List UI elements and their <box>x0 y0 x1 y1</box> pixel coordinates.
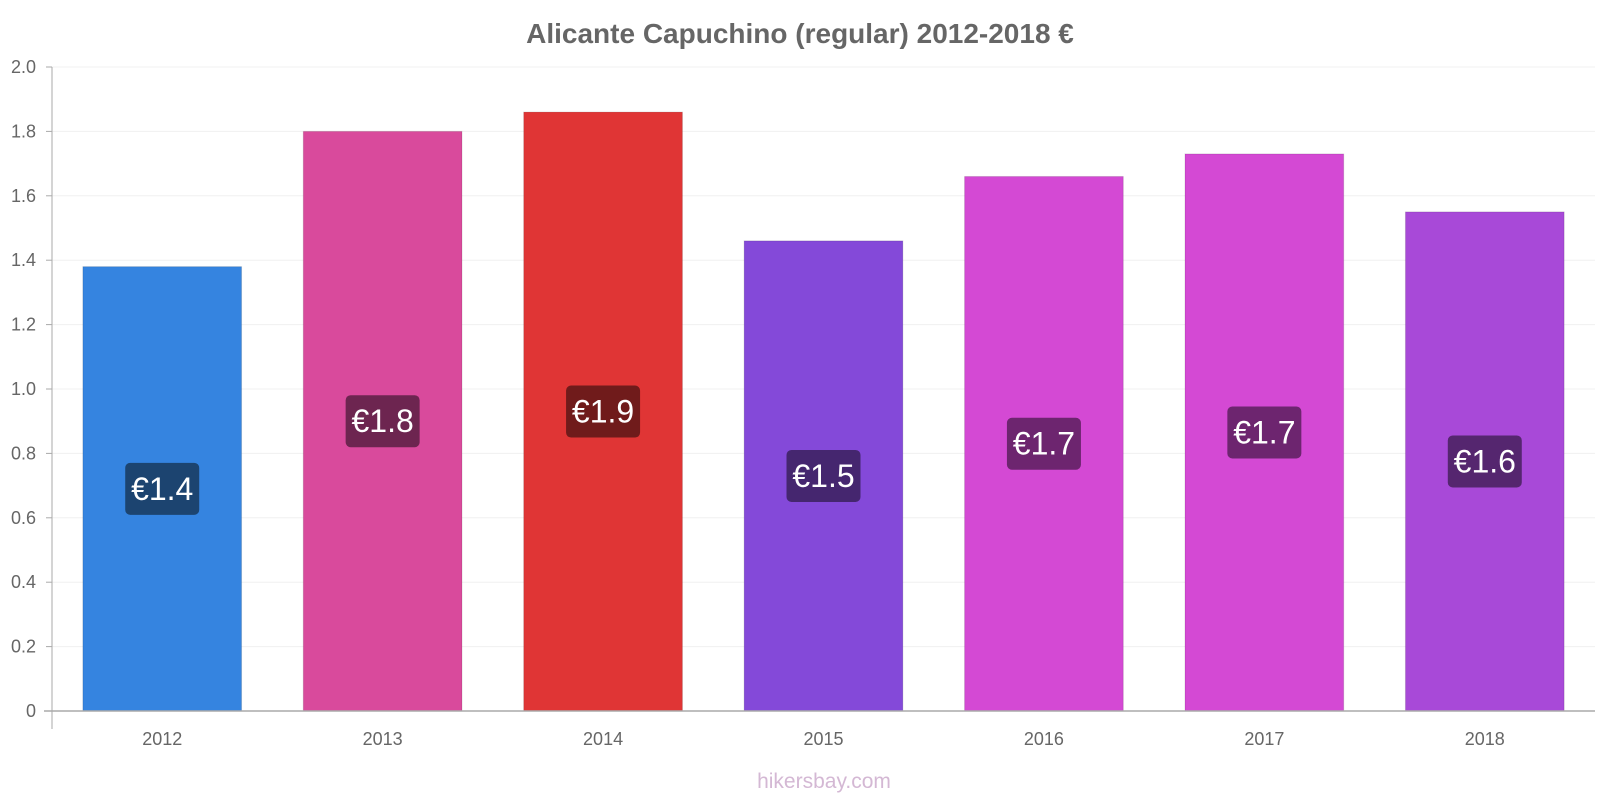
x-tick-label: 2014 <box>583 729 623 749</box>
x-tick-label: 2017 <box>1244 729 1284 749</box>
x-tick-label: 2016 <box>1024 729 1064 749</box>
value-label: €1.7 <box>1233 414 1295 450</box>
value-label: €1.9 <box>572 394 634 430</box>
value-label-box <box>786 449 861 502</box>
value-label-box <box>566 385 641 438</box>
value-label: €1.4 <box>131 471 193 507</box>
value-label-box <box>1227 406 1302 459</box>
value-label-box <box>1006 417 1081 470</box>
value-label: €1.5 <box>792 458 854 494</box>
y-tick-label: 1.2 <box>11 315 36 335</box>
y-tick-label: 1.4 <box>11 250 36 270</box>
value-labels: €1.4 €1.8 €1.9 €1.5 €1.7 €1.7 €1.6 <box>125 385 1522 515</box>
x-tick-label: 2018 <box>1465 729 1505 749</box>
value-label-box <box>345 395 420 448</box>
value-label-box <box>1447 435 1522 488</box>
y-tick-label: 1.0 <box>11 379 36 399</box>
y-tick-label: 1.8 <box>11 121 36 141</box>
chart-title: Alicante Capuchino (regular) 2012-2018 € <box>526 18 1074 49</box>
y-tick-label: 0 <box>26 701 36 721</box>
x-tick-label: 2013 <box>363 729 403 749</box>
value-label-box <box>125 462 200 515</box>
y-tick-label: 0.4 <box>11 572 36 592</box>
y-tick-label: 1.6 <box>11 186 36 206</box>
y-tick-label: 0.2 <box>11 637 36 657</box>
value-label: €1.6 <box>1454 443 1516 479</box>
tick-labels: 0 0.2 0.4 0.6 0.8 1.0 1.2 1.4 1.6 1.8 2.0 2012 2013 2… <box>11 57 1505 749</box>
value-label: €1.7 <box>1013 426 1075 462</box>
y-tick-label: 0.8 <box>11 443 36 463</box>
axes <box>44 66 1595 729</box>
y-tick-label: 2.0 <box>11 57 36 77</box>
x-tick-label: 2012 <box>142 729 182 749</box>
y-tick-label: 0.6 <box>11 508 36 528</box>
x-tick-label: 2015 <box>803 729 843 749</box>
watermark: hikersbay.com <box>757 770 891 793</box>
value-label: €1.8 <box>352 403 414 439</box>
bars <box>82 111 1565 712</box>
